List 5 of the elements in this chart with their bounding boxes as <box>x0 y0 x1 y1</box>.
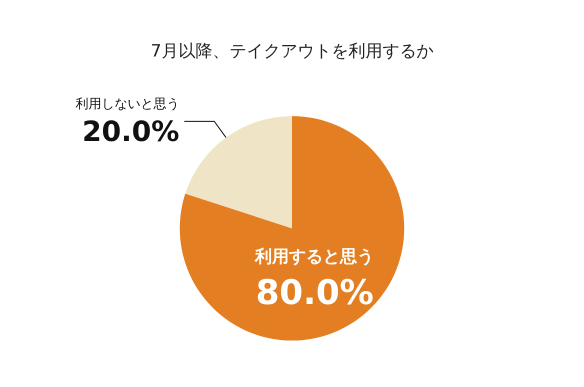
slice-label: 利用すると思う <box>254 247 374 268</box>
data-label: 20.0% <box>82 114 180 148</box>
data-label: 80.0% <box>256 273 374 314</box>
slice-label: 利用しないと思う <box>75 96 180 112</box>
chart-title: 7月以降、テイクアウトを利用するか <box>150 42 434 62</box>
